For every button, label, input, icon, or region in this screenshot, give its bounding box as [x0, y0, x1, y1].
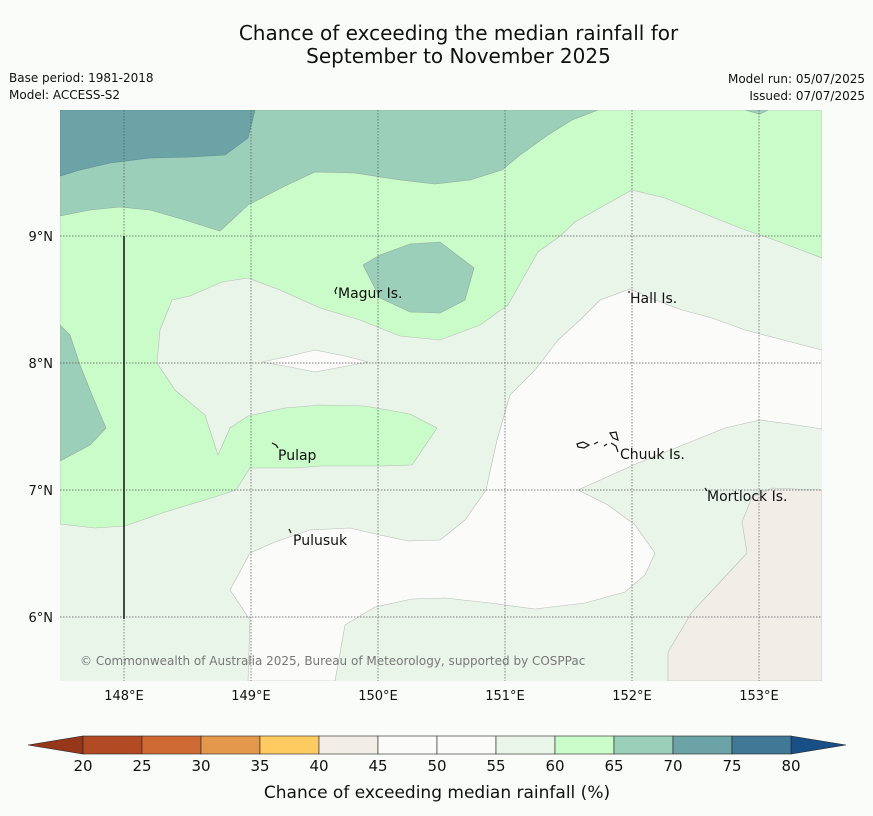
colorbar-cell	[259, 735, 320, 755]
colorbar-cell	[141, 735, 202, 755]
band-40-45	[667, 487, 822, 681]
colorbar: 20 25 30 35 40 45 50 55 60 65 70 75 80 Chance of exc…	[27, 735, 847, 803]
band-65-70-ne	[744, 110, 769, 115]
lon-tick-label: 152°E	[612, 689, 652, 704]
longitude-labels: 148°E 149°E 150°E 151°E 152°E 153°E	[104, 689, 779, 704]
colorbar-tick-label: 30	[191, 757, 210, 775]
band-45-55-lens	[261, 349, 369, 373]
colorbar-cell	[82, 735, 143, 755]
place-label: Magur Is.	[338, 286, 403, 302]
colorbar-tick-label: 65	[604, 757, 623, 775]
lon-tick-label: 148°E	[104, 689, 144, 704]
meta-left: Base period: 1981-2018 Model: ACCESS-S2	[9, 70, 154, 104]
latitude-labels: 9°N 8°N 7°N 6°N	[29, 230, 54, 626]
lon-tick-label: 150°E	[358, 689, 398, 704]
model-name: Model: ACCESS-S2	[9, 88, 121, 102]
band-65-70-blob	[362, 241, 475, 314]
island-chuuk	[576, 431, 619, 453]
base-period: Base period: 1981-2018	[9, 71, 154, 85]
colorbar-title: Chance of exceeding median rainfall (%)	[264, 783, 610, 803]
lon-tick-label: 153°E	[739, 689, 779, 704]
colorbar-cell	[377, 735, 438, 755]
lon-tick-label: 149°E	[231, 689, 271, 704]
place-label: Chuuk Is.	[620, 447, 685, 463]
colorbar-tick-label: 70	[663, 757, 682, 775]
colorbar-cell	[318, 735, 379, 755]
colorbar-tick-label: 60	[545, 757, 564, 775]
colorbar-tick-label: 50	[427, 757, 446, 775]
colorbar-cell	[613, 735, 674, 755]
colorbar-cell	[200, 735, 261, 755]
colorbar-tick-label: 40	[309, 757, 328, 775]
island-shapes	[271, 286, 708, 534]
place-label: Mortlock Is.	[707, 489, 787, 505]
island-mortlock	[704, 487, 708, 492]
lat-tick-label: 8°N	[29, 357, 54, 372]
island-pulusuk	[288, 528, 292, 534]
lat-tick-label: 7°N	[29, 484, 54, 499]
lat-tick-label: 9°N	[29, 230, 54, 245]
band-65-70-west	[60, 324, 107, 462]
band-60-65	[60, 110, 822, 529]
place-label: Pulap	[278, 448, 317, 464]
colorbar-cell	[436, 735, 497, 755]
place-label: Pulusuk	[293, 533, 348, 549]
colorbar-cell	[672, 735, 733, 755]
title-line-1: Chance of exceeding the median rainfall …	[238, 21, 679, 45]
colorbar-tick-label: 25	[132, 757, 151, 775]
colorbar-cell	[554, 735, 615, 755]
lon-tick-label: 151°E	[485, 689, 525, 704]
colorbar-labels: 20 25 30 35 40 45 50 55 60 65 70 75 80	[73, 757, 800, 775]
place-label: Hall Is.	[630, 291, 677, 307]
colorbar-tick-label: 45	[368, 757, 387, 775]
colorbar-cell	[495, 735, 556, 755]
copyright-notice: © Commonwealth of Australia 2025, Bureau…	[80, 654, 585, 668]
band-70-75	[60, 110, 256, 177]
model-run: Model run: 05/07/2025	[727, 72, 865, 86]
forecast-map: Magur Is. Hall Is. Pulap Chuuk Is. Mortl…	[60, 110, 822, 681]
colorbar-tick-label: 20	[73, 757, 92, 775]
colorbar-tick-label: 55	[486, 757, 505, 775]
title-line-2: September to November 2025	[306, 44, 611, 68]
issued-date: Issued: 07/07/2025	[749, 89, 865, 103]
colorbar-tick-label: 80	[781, 757, 800, 775]
colorbar-tick-label: 35	[250, 757, 269, 775]
island-pulap	[271, 442, 279, 449]
colorbar-cells	[82, 735, 792, 755]
colorbar-tick-label: 75	[722, 757, 741, 775]
meta-right: Model run: 05/07/2025 Issued: 07/07/2025	[728, 71, 865, 105]
band-45-55	[229, 288, 822, 681]
lat-tick-label: 6°N	[29, 611, 54, 626]
colorbar-over-arrow	[790, 735, 847, 755]
colorbar-cell	[731, 735, 792, 755]
island-magur	[334, 286, 338, 295]
colorbar-under-arrow	[27, 735, 84, 755]
map-title: Chance of exceeding the median rainfall …	[0, 22, 873, 68]
